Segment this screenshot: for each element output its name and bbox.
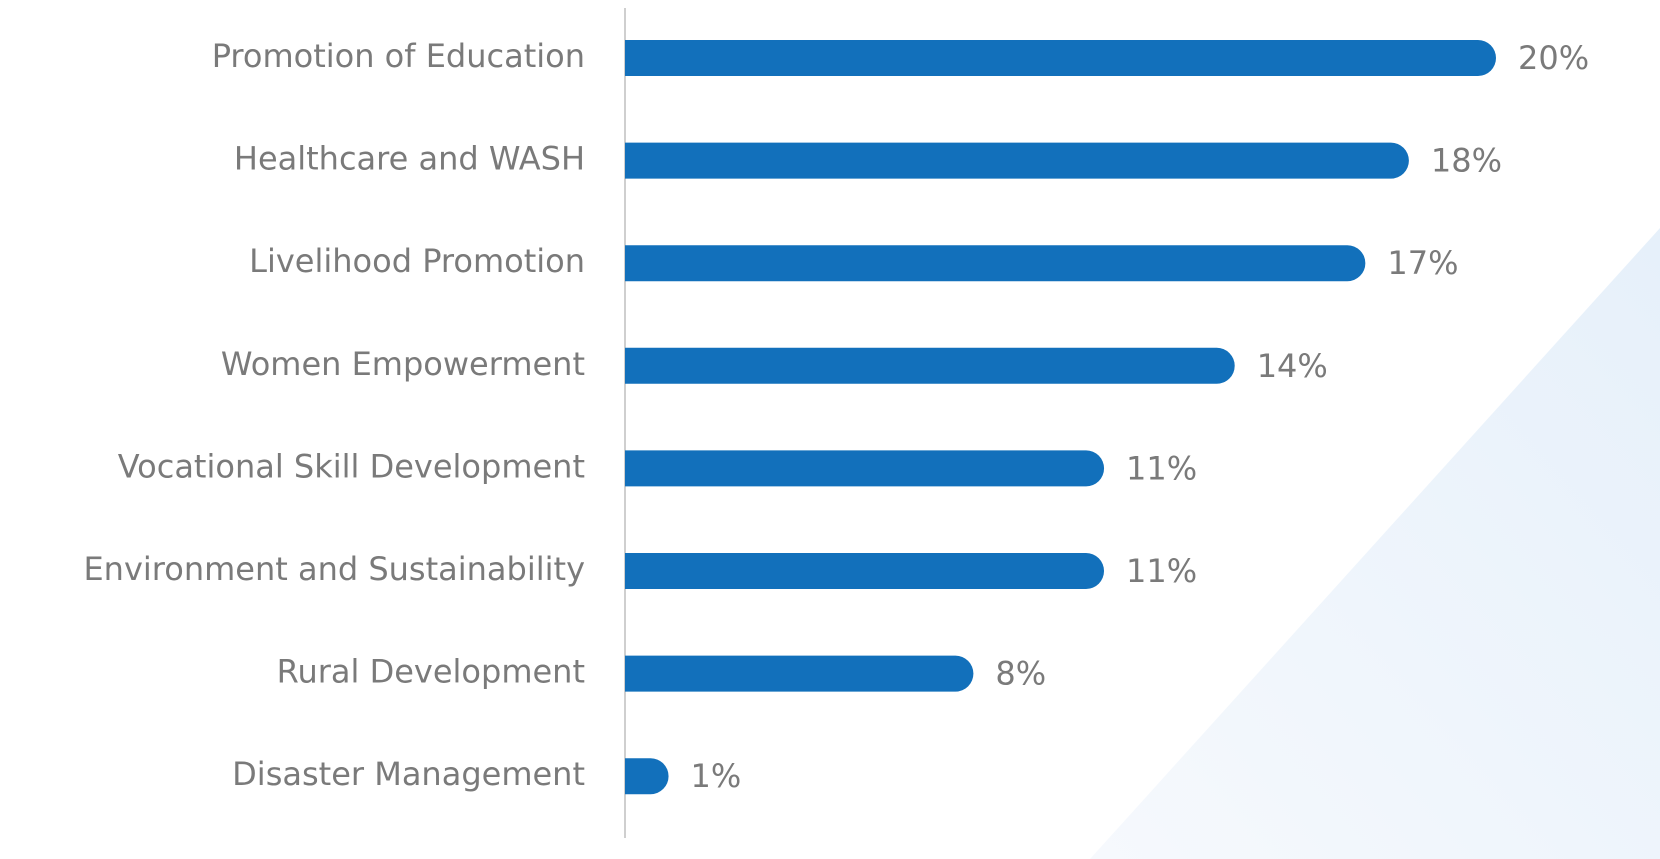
value-label: 14% xyxy=(1257,347,1328,385)
value-label: 11% xyxy=(1126,552,1197,590)
value-label: 20% xyxy=(1518,39,1589,77)
value-label: 18% xyxy=(1431,142,1502,180)
category-label: Environment and Sustainability xyxy=(83,550,585,588)
category-label: Women Empowerment xyxy=(221,345,585,383)
value-label: 17% xyxy=(1387,244,1458,282)
bar xyxy=(625,142,1409,179)
category-label: Livelihood Promotion xyxy=(249,242,585,280)
value-label: 1% xyxy=(691,757,742,795)
category-label: Disaster Management xyxy=(232,755,585,793)
category-label: Healthcare and WASH xyxy=(234,140,585,178)
background-shape xyxy=(1090,228,1660,859)
bar xyxy=(625,655,974,692)
value-label: 11% xyxy=(1126,449,1197,487)
bar xyxy=(625,347,1235,384)
category-label: Rural Development xyxy=(277,653,585,691)
category-label: Vocational Skill Development xyxy=(118,447,585,485)
category-label: Promotion of Education xyxy=(212,37,585,75)
bar xyxy=(625,758,669,795)
bar xyxy=(625,553,1105,589)
bar xyxy=(625,450,1105,487)
bar xyxy=(625,245,1366,282)
bar xyxy=(625,40,1496,76)
value-label: 8% xyxy=(995,655,1046,693)
